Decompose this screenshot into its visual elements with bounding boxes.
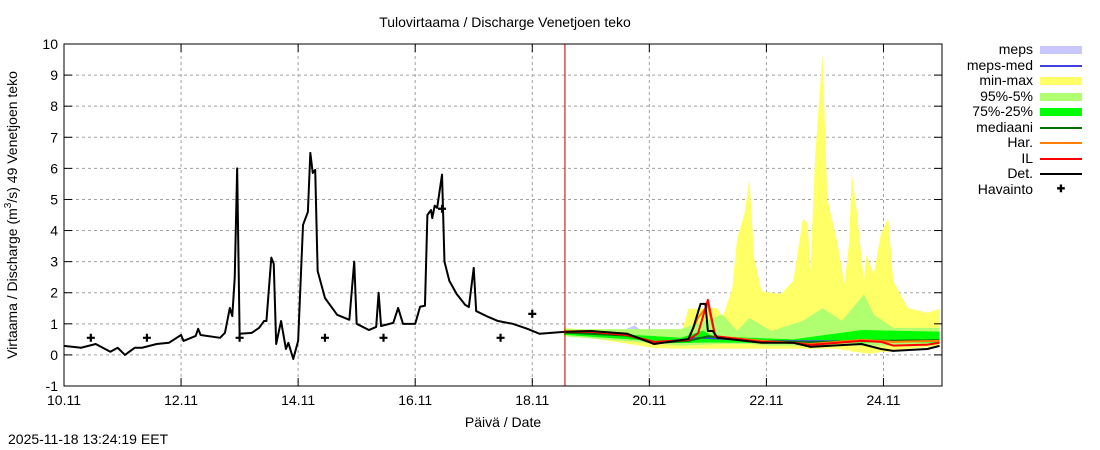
legend-band-swatch xyxy=(1040,92,1082,101)
legend-band-swatch xyxy=(1040,77,1082,85)
y-tick-label: 4 xyxy=(50,223,58,239)
series-det- xyxy=(63,151,940,360)
observation-point xyxy=(496,333,505,342)
y-tick-label: 6 xyxy=(50,160,58,176)
y-tick-label: 7 xyxy=(50,129,58,145)
legend-band-swatch xyxy=(1040,108,1082,116)
legend-label: 95%-5% xyxy=(980,87,1033,104)
chart-title: Tulovirtaama / Discharge Venetjoen teko xyxy=(379,14,631,30)
y-tick-label: 2 xyxy=(50,285,58,301)
legend-label: min-max xyxy=(979,72,1033,88)
legend-item: Havainto ✚ xyxy=(940,180,1100,198)
y-tick-label: 5 xyxy=(50,191,58,207)
legend-band-swatch xyxy=(1040,46,1082,54)
plus-marker-icon: ✚ xyxy=(1056,183,1066,195)
y-tick-label: 8 xyxy=(50,98,58,114)
legend-item: 95%-5% xyxy=(940,87,1100,105)
x-tick-label: 14.11 xyxy=(281,392,315,408)
plot-frame xyxy=(63,43,943,387)
legend: meps meps-med min-max 95%-5% 75%-25% mediaani… xyxy=(940,42,1100,197)
axes: -1 0 1 2 3 4 5 6 7 8 9 10 10.11 12.11 14.11 16.11 18.11 2… xyxy=(42,36,943,408)
legend-label: Har. xyxy=(1007,134,1033,150)
legend-item: meps-med xyxy=(940,56,1100,74)
legend-item: 75%-25% xyxy=(940,104,1100,120)
legend-line-swatch xyxy=(1040,64,1082,67)
legend-label: Havainto xyxy=(977,180,1033,197)
legend-line-swatch xyxy=(1040,157,1082,160)
observation-point xyxy=(86,333,95,342)
y-tick-label: 0 xyxy=(50,347,58,363)
legend-line-swatch xyxy=(1040,173,1082,175)
observation-point xyxy=(528,309,537,318)
x-axis-label: Päivä / Date xyxy=(465,414,541,430)
observation-point xyxy=(142,333,151,342)
x-tick-label: 18.11 xyxy=(515,392,549,408)
legend-item: Det. xyxy=(940,166,1100,182)
legend-line-swatch xyxy=(1040,126,1082,129)
band-75-25- xyxy=(563,330,940,344)
band-min-max xyxy=(563,53,940,354)
legend-item: mediaani xyxy=(940,118,1100,136)
timestamp: 2025-11-18 13:24:19 EET xyxy=(8,431,169,447)
y-tick-label: -1 xyxy=(46,378,59,394)
legend-line-swatch xyxy=(1040,142,1082,144)
legend-label: IL xyxy=(1021,149,1033,166)
y-tick-label: 10 xyxy=(42,36,58,52)
observations xyxy=(86,204,537,342)
legend-item: min-max xyxy=(940,73,1100,89)
x-tick-label: 12.11 xyxy=(164,392,198,408)
bands xyxy=(563,53,940,354)
observation-point xyxy=(235,333,244,342)
x-tick-label: 10.11 xyxy=(47,392,81,408)
legend-label: meps xyxy=(998,41,1033,57)
legend-label: meps-med xyxy=(966,56,1033,73)
legend-item: meps xyxy=(940,42,1100,58)
observation-point xyxy=(438,204,447,213)
observation-point xyxy=(320,333,329,342)
x-tick-label: 16.11 xyxy=(398,392,432,408)
y-tick-label: 9 xyxy=(50,67,58,83)
y-tick-label: 1 xyxy=(50,316,58,332)
legend-label: Det. xyxy=(1007,165,1033,181)
x-tick-label: 20.11 xyxy=(632,392,666,408)
series-lines xyxy=(63,44,940,386)
x-tick-label: 24.11 xyxy=(866,392,900,408)
x-tick-label: 22.11 xyxy=(749,392,783,408)
legend-item: IL xyxy=(940,149,1100,167)
y-axis-label: Virtaama / Discharge (m3/s) 49 Venetjoen… xyxy=(3,71,20,359)
legend-label: 75%-25% xyxy=(972,103,1033,119)
observation-point xyxy=(379,333,388,342)
y-tick-label: 3 xyxy=(50,254,58,270)
legend-label: mediaani xyxy=(976,118,1033,135)
legend-item: Har. xyxy=(940,135,1100,151)
